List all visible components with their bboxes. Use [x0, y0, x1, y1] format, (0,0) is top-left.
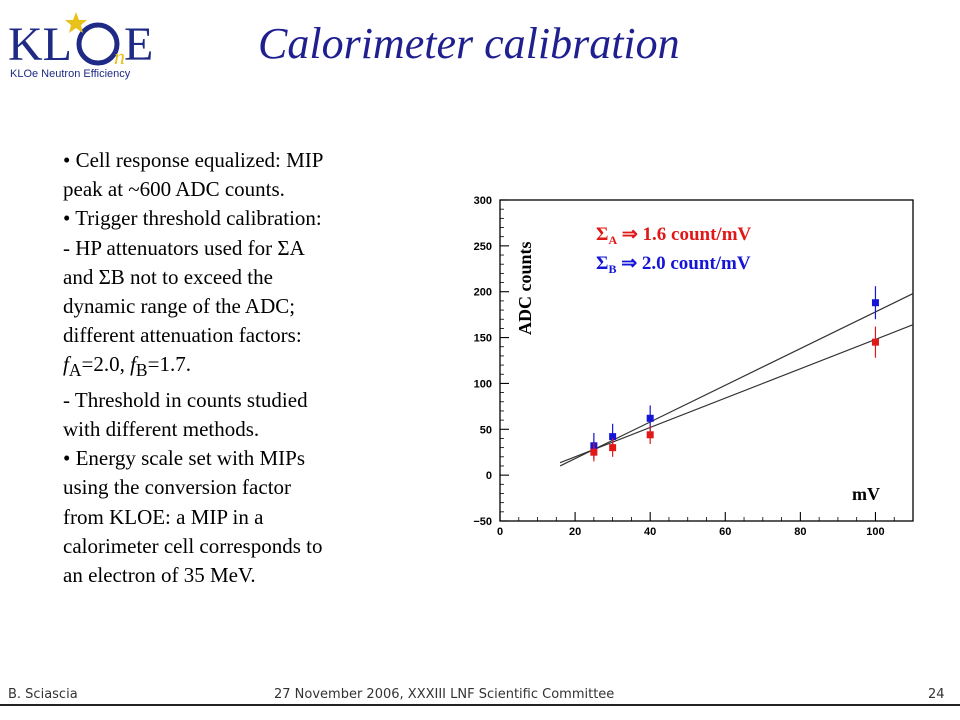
y-tick-label: −50	[473, 516, 492, 528]
logo-o-ring	[76, 22, 120, 66]
logo-n: n	[114, 44, 125, 69]
x-tick-label: 80	[794, 526, 806, 538]
x-tick-label: 60	[719, 526, 731, 538]
data-point	[871, 299, 879, 307]
plot-frame	[499, 199, 914, 522]
y-tick-label: 150	[474, 333, 492, 345]
y-tick-label: 50	[480, 424, 492, 436]
x-tick-label: 40	[644, 526, 656, 538]
bullet-line: - HP attenuators used for ΣA	[63, 235, 305, 260]
bullet-line: different attenuation factors:	[63, 323, 302, 348]
kloe-logo: KL n E KLOe Neutron Efficiency	[8, 12, 153, 80]
bullet-line: using the conversion factor	[63, 475, 292, 500]
annotation-label: ΣA ⇒ 1.6 count/mV	[596, 224, 752, 247]
x-tick-label: 0	[497, 526, 503, 538]
y-tick-label: 300	[474, 195, 492, 207]
data-point	[646, 431, 654, 439]
x-tick-label: 20	[569, 526, 581, 538]
bullet-line: an electron of 35 MeV.	[63, 563, 256, 588]
bullet-line: dynamic range of the ADC;	[63, 294, 296, 319]
y-tick-label: 200	[474, 287, 492, 299]
slide-title: Calorimeter calibration	[258, 19, 680, 68]
data-point	[609, 444, 617, 452]
logo-tagline: KLOe Neutron Efficiency	[10, 68, 131, 80]
bullet-line: • Cell response equalized: MIP	[63, 148, 324, 172]
bullet-list: • Cell response equalized: MIP peak at ~…	[63, 146, 403, 590]
footer-author: B. Sciascia	[8, 687, 78, 702]
bullet-line: - Threshold in counts studied	[63, 387, 308, 412]
bullet-line: peak at ~600 ADC counts.	[63, 177, 285, 202]
annotation-label: ΣB ⇒ 2.0 count/mV	[596, 253, 751, 276]
bullet-line: from KLOE: a MIP in a	[63, 504, 264, 529]
logo-e: E	[124, 18, 153, 71]
fit-line	[559, 293, 914, 467]
bullet-line: • Energy scale set with MIPs	[63, 446, 306, 471]
bullet-line-factors: fA=2.0, fB=1.7.	[63, 352, 191, 381]
bullet-line: with different methods.	[63, 417, 260, 442]
footer-divider	[0, 704, 960, 706]
bullet-line: calorimeter cell corresponds to	[63, 533, 323, 558]
logo-kl: KL	[8, 18, 72, 71]
y-tick-label: 100	[474, 378, 492, 390]
data-point	[646, 414, 654, 422]
data-point	[609, 433, 617, 441]
x-tick-label: 100	[866, 526, 884, 538]
bullet-line: • Trigger threshold calibration:	[63, 206, 322, 231]
y-axis-label: ADC counts	[515, 241, 535, 335]
bullet-line: and ΣB not to exceed the	[63, 264, 273, 289]
data-point	[871, 338, 879, 346]
x-axis-label: mV	[852, 484, 880, 504]
y-tick-label: 0	[486, 470, 492, 482]
logo-star-icon	[65, 12, 87, 33]
fit-line	[559, 324, 914, 464]
footer-event: 27 November 2006, XXXIII LNF Scientific …	[274, 687, 615, 702]
calibration-plot: −50 0 50 100 150 200 250 300 0 20 40 60 80 100 ADC cou…	[473, 195, 914, 538]
footer-page-number: 24	[928, 687, 945, 702]
data-point	[590, 448, 598, 456]
y-tick-label: 250	[474, 241, 492, 253]
